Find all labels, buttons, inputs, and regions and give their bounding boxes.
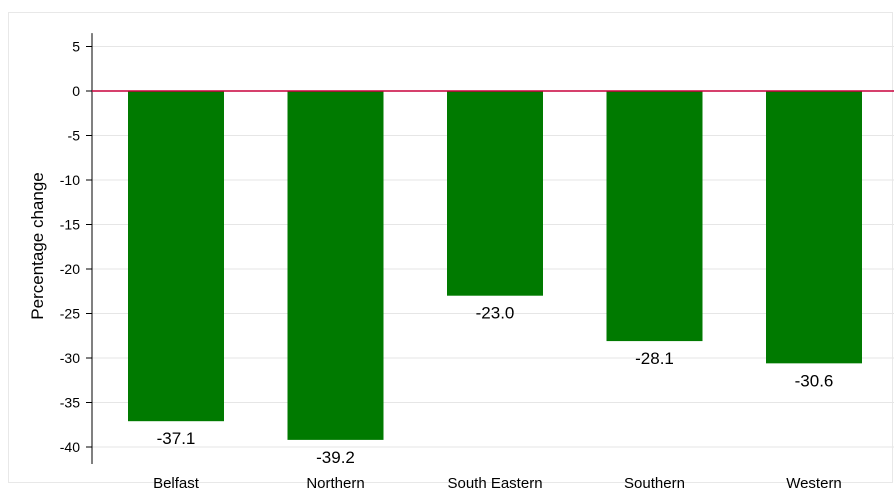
y-tick-label: -20 [60, 261, 80, 277]
y-axis-title: Percentage change [28, 172, 47, 319]
labels: -37.1 Belfast -39.2 Northern -23.0 South East… [92, 90, 894, 490]
x-category-label: South Eastern [447, 475, 542, 490]
bar-northern [287, 91, 384, 440]
x-category-label: Western [786, 475, 842, 490]
y-tick-label: -15 [60, 217, 80, 233]
x-category-label: Southern [624, 475, 685, 490]
bar-south-eastern [447, 91, 543, 296]
data-label: -28.1 [635, 349, 674, 368]
y-tick-label: -30 [60, 350, 80, 366]
y-tick-label: -35 [60, 395, 80, 411]
data-label: -30.6 [795, 371, 834, 390]
bar-western [766, 91, 862, 364]
y-tick-label: -10 [60, 172, 80, 188]
plot-frame [8, 12, 893, 483]
y-tick-label: -40 [60, 439, 80, 455]
data-label: -39.2 [316, 448, 355, 467]
y-tick-label: 0 [72, 83, 80, 99]
x-category-label: Belfast [153, 475, 200, 490]
gridlines [92, 46, 894, 448]
y-tick-label: -5 [68, 128, 81, 144]
x-category-label: Northern [306, 475, 364, 490]
data-label: -23.0 [476, 304, 515, 323]
bar-belfast [128, 91, 224, 422]
y-tick-label: 5 [72, 39, 80, 55]
bars [128, 91, 862, 440]
y-axis: 5 0 -5 -10 -15 -20 -25 -30 -35 -40 [60, 33, 93, 464]
y-tick-label: -25 [60, 306, 80, 322]
data-label: -37.1 [157, 429, 196, 448]
bar-southern [606, 91, 703, 342]
